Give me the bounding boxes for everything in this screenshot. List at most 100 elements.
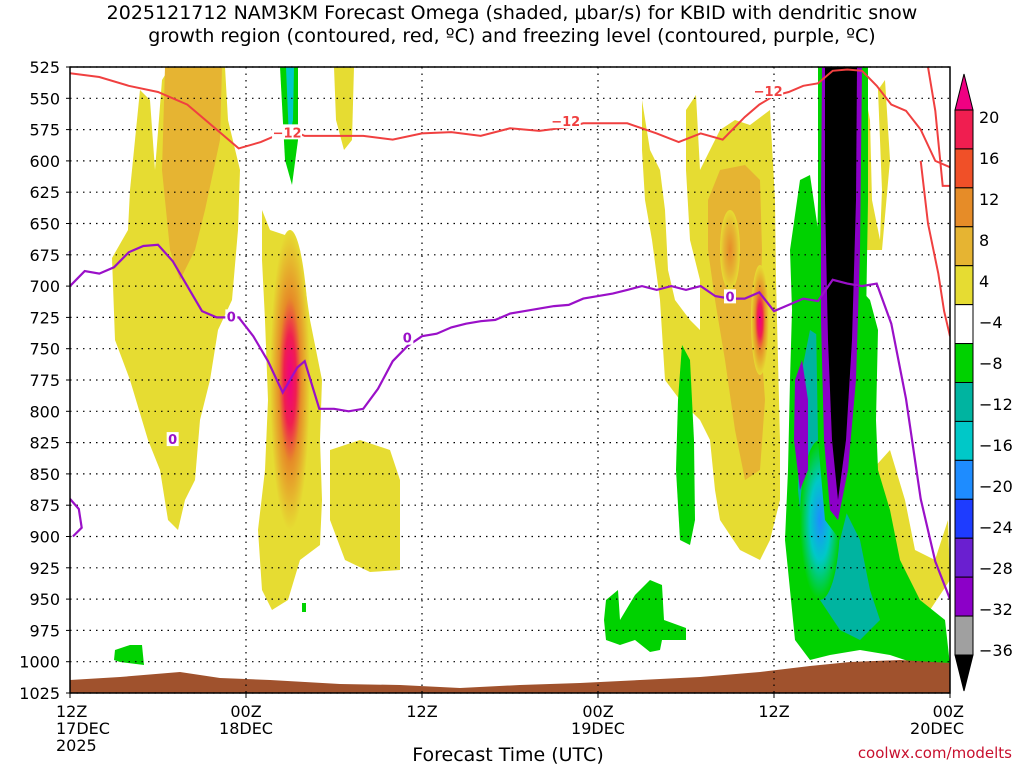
x-tick-label: 00Z <box>230 702 261 721</box>
y-tick-label: 725 <box>29 308 60 327</box>
y-tick-label: 625 <box>29 183 60 202</box>
y-tick-label: 1000 <box>19 653 60 672</box>
colorbar-swatch <box>954 382 974 422</box>
omega-max-orange-right <box>751 265 769 375</box>
colorbar-swatch <box>954 148 974 189</box>
chart-title: 2025121712 NAM3KM Forecast Omega (shaded… <box>0 2 1024 48</box>
freezing-level-line-left <box>70 498 83 538</box>
colorbar-arrow-bottom <box>954 654 974 692</box>
y-tick-label: 525 <box>29 58 60 77</box>
colorbar-label: −28 <box>979 559 1013 578</box>
colorbar-label: −20 <box>979 477 1013 496</box>
contour-labels: −12 −12 −12 0 0 0 0 <box>166 83 784 448</box>
colorbar-swatch <box>954 226 974 267</box>
y-tick-label: 800 <box>29 402 60 421</box>
freezing-label-bg <box>724 289 736 304</box>
dgz-contour-line-lower <box>919 160 950 337</box>
colorbar-swatch <box>954 615 974 656</box>
omega-region-black-column <box>825 67 857 500</box>
colorbar-label: −4 <box>979 313 1003 332</box>
colorbar-label: −16 <box>979 436 1013 455</box>
colorbar-label: 4 <box>979 272 989 291</box>
dgz-contour-line <box>70 68 950 169</box>
colorbar-label: 8 <box>979 231 989 250</box>
colorbar-label: 12 <box>979 190 999 209</box>
y-axis-ticks: 525 550 575 600 625 650 675 700 725 750 775 800 825 8… <box>19 58 70 703</box>
dgz-contour-label: −12 <box>754 85 783 100</box>
omega-region-orange-right-2 <box>720 210 740 290</box>
y-tick-label: 675 <box>29 246 60 265</box>
x-tick-label: 20DEC <box>910 719 964 738</box>
colorbar-label: −8 <box>979 354 1003 373</box>
omega-region-cyan-top <box>286 67 294 140</box>
colorbar-label: 16 <box>979 149 999 168</box>
x-tick-label: 00Z <box>933 702 964 721</box>
dgz-contour-label: −12 <box>273 126 302 141</box>
dgz-label-bg <box>272 124 303 140</box>
x-tick-label: 12Z <box>758 702 789 721</box>
colorbar-label: −12 <box>979 395 1013 414</box>
omega-region-green-dot <box>302 603 306 612</box>
colorbar-swatch <box>954 576 974 617</box>
colorbar-swatch <box>954 343 974 384</box>
chart-grid <box>70 66 950 694</box>
colorbar-arrow-top <box>954 73 974 111</box>
x-tick-label: 12Z <box>56 702 87 721</box>
y-tick-label: 550 <box>29 89 60 108</box>
x-tick-label: 00Z <box>582 702 613 721</box>
omega-region-green-mid-right <box>676 345 695 545</box>
y-tick-label: 975 <box>29 621 60 640</box>
colorbar-label: −24 <box>979 518 1013 537</box>
freezing-contour-label: 0 <box>227 310 236 325</box>
y-tick-label: 850 <box>29 465 60 484</box>
omega-region-purple-right <box>794 360 808 490</box>
colorbar-swatch <box>954 109 974 150</box>
colorbar: 20 16 12 8 4 −4 −8 −12 −16 −20 −24 −28 −32 −36 <box>954 73 1013 692</box>
colorbar-swatch <box>954 187 974 228</box>
colorbar-label: −36 <box>979 641 1013 660</box>
omega-region-green-lower <box>604 580 686 652</box>
colorbar-swatch <box>954 498 974 539</box>
colorbar-swatch <box>954 537 974 578</box>
terrain-fill <box>70 660 950 693</box>
colorbar-swatch <box>954 420 974 461</box>
x-tick-label: 12Z <box>406 702 437 721</box>
title-line-1: 2025121712 NAM3KM Forecast Omega (shaded… <box>106 2 918 24</box>
y-tick-label: 825 <box>29 434 60 453</box>
freezing-label-bg <box>401 330 414 345</box>
freezing-level-line <box>70 243 950 600</box>
y-tick-label: 875 <box>29 496 60 515</box>
dgz-contour-label: −12 <box>551 115 580 130</box>
freezing-contour-label: 0 <box>403 332 412 347</box>
y-tick-label: 750 <box>29 340 60 359</box>
dgz-label-bg <box>753 83 784 99</box>
x-tick-label: 2025 <box>56 736 97 755</box>
freezing-contour-label: 0 <box>725 290 734 305</box>
y-tick-label: 650 <box>29 215 60 234</box>
y-tick-label: 950 <box>29 590 60 609</box>
colorbar-swatch <box>954 265 974 306</box>
omega-region-yellow-mid <box>330 440 400 572</box>
credit-text: coolwx.com/modelts <box>857 744 1012 762</box>
x-tick-label: 17DEC <box>56 719 110 738</box>
freezing-label-bg <box>225 309 238 324</box>
colorbar-label: 20 <box>979 108 999 127</box>
y-tick-label: 925 <box>29 559 60 578</box>
x-tick-label: 18DEC <box>219 719 273 738</box>
omega-region-yellow-left-2 <box>148 300 205 410</box>
colorbar-swatch <box>954 304 974 345</box>
colorbar-swatch <box>954 459 974 500</box>
y-tick-label: 575 <box>29 121 60 140</box>
x-axis-label: Forecast Time (UTC) <box>412 744 604 766</box>
freezing-contour-label: 0 <box>168 433 177 448</box>
omega-region-yellow-top <box>334 67 354 150</box>
freezing-label-bg <box>166 432 179 447</box>
y-tick-label: 775 <box>29 371 60 390</box>
dgz-contour-line-right <box>927 67 950 187</box>
y-tick-label: 700 <box>29 277 60 296</box>
colorbar-label: −32 <box>979 600 1013 619</box>
y-tick-label: 900 <box>29 528 60 547</box>
x-tick-label: 19DEC <box>571 719 625 738</box>
